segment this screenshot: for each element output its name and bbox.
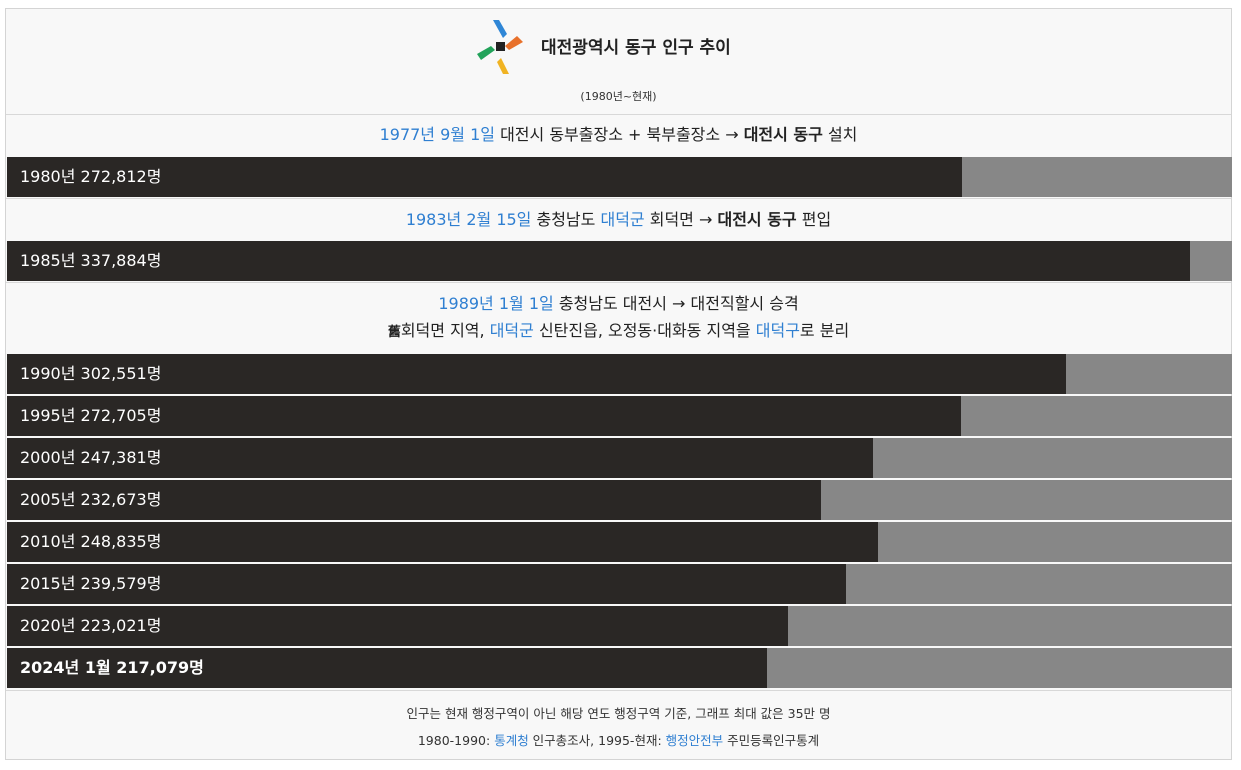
bar-2000년 <box>7 438 873 478</box>
text-run: 충청남도 대전시 → 대전직할시 승격 <box>553 294 799 313</box>
text-run: 인구는 현재 행정구역이 아닌 해당 연도 행정구역 기준, 그래프 최대 값은… <box>406 706 831 721</box>
bar-track: 1980년 272,812명 <box>7 157 1232 197</box>
link-text[interactable]: 행정안전부 <box>665 733 724 748</box>
link-text[interactable]: 1983년 2월 15일 <box>405 210 532 229</box>
divider <box>6 114 1231 115</box>
infobox-header: 대전광역시 동구 인구 추이 (1980년~현재) <box>6 9 1231 114</box>
bar-1980년 <box>7 157 962 197</box>
bar-2005년 <box>7 480 821 520</box>
footnote: 1980-1990: 통계청 인구총조사, 1995-현재: 행정안전부 주민등… <box>6 730 1231 749</box>
bar-track: 2024년 1월 217,079명 <box>7 648 1232 688</box>
bar-label: 2015년 239,579명 <box>20 574 162 593</box>
bar-label: 1990년 302,551명 <box>20 364 162 383</box>
bar-2015년 <box>7 564 846 604</box>
link-text[interactable]: 통계청 <box>494 733 529 748</box>
chart-subtitle: (1980년~현재) <box>580 90 657 103</box>
text-run: 대전시 동부출장소 + 북부출장소 → <box>495 125 744 144</box>
bar-1990년 <box>7 354 1066 394</box>
bar-track: 2000년 247,381명 <box>7 438 1232 478</box>
link-text[interactable]: 1989년 1월 1일 <box>438 294 554 313</box>
bar-track: 1995년 272,705명 <box>7 396 1232 436</box>
bar-track: 1990년 302,551명 <box>7 354 1232 394</box>
link-text[interactable]: 대덕군 <box>489 321 534 340</box>
bar-label: 1985년 337,884명 <box>20 251 162 270</box>
link-text[interactable]: 대덕군 <box>600 210 645 229</box>
chart-title: 대전광역시 동구 인구 추이 <box>541 38 731 58</box>
text-run: 회덕면 → <box>644 210 718 229</box>
text-run: 로 분리 <box>799 321 850 340</box>
footnote: 인구는 현재 행정구역이 아닌 해당 연도 행정구역 기준, 그래프 최대 값은… <box>6 703 1231 722</box>
divider <box>6 282 1231 283</box>
text-run: 신탄진읍, 오정동·대화동 지역을 <box>533 321 756 340</box>
bar-1995년 <box>7 396 961 436</box>
text-run: 인구총조사, 1995-현재: <box>528 733 666 748</box>
text-run: 충청남도 <box>531 210 601 229</box>
event-note: 1983년 2월 15일 충청남도 대덕군 회덕면 → 대전시 동구 편입 <box>6 206 1231 233</box>
text-run: 대전시 동구 <box>743 125 823 144</box>
text-run: 대전시 동구 <box>717 210 797 229</box>
text-run: 편입 <box>796 210 832 229</box>
bar-label: 2005년 232,673명 <box>20 490 162 509</box>
text-run: 주민등록인구통계 <box>723 733 820 748</box>
text-run: 舊 <box>387 325 401 340</box>
bar-2024년 1월 <box>7 648 767 688</box>
daejeon-logo-icon <box>477 20 523 74</box>
bar-label: 2000년 247,381명 <box>20 448 162 467</box>
bar-label: 2024년 1월 217,079명 <box>20 658 204 677</box>
text-run: 설치 <box>822 125 858 144</box>
text-run: 회덕면 지역, <box>400 321 490 340</box>
bar-track: 2015년 239,579명 <box>7 564 1232 604</box>
link-text[interactable]: 1977년 9월 1일 <box>379 125 495 144</box>
bar-track: 1985년 337,884명 <box>7 241 1232 281</box>
bar-2020년 <box>7 606 788 646</box>
population-infobox: 대전광역시 동구 인구 추이 (1980년~현재) 1977년 9월 1일 대전… <box>5 8 1232 760</box>
divider <box>6 690 1231 691</box>
bar-label: 1980년 272,812명 <box>20 167 162 186</box>
bar-label: 1995년 272,705명 <box>20 406 162 425</box>
divider <box>6 198 1231 199</box>
link-text[interactable]: 대덕구 <box>755 321 800 340</box>
event-note: 1989년 1월 1일 충청남도 대전시 → 대전직할시 승격 <box>6 290 1231 317</box>
bar-label: 2020년 223,021명 <box>20 616 162 635</box>
event-note: 1977년 9월 1일 대전시 동부출장소 + 북부출장소 → 대전시 동구 설… <box>6 121 1231 148</box>
bar-track: 2010년 248,835명 <box>7 522 1232 562</box>
event-note: 舊회덕면 지역, 대덕군 신탄진읍, 오정동·대화동 지역을 대덕구로 분리 <box>6 317 1231 346</box>
bar-1985년 <box>7 241 1190 281</box>
bar-track: 2020년 223,021명 <box>7 606 1232 646</box>
bar-track: 2005년 232,673명 <box>7 480 1232 520</box>
bar-label: 2010년 248,835명 <box>20 532 162 551</box>
text-run: 1980-1990: <box>417 733 495 748</box>
bar-2010년 <box>7 522 878 562</box>
